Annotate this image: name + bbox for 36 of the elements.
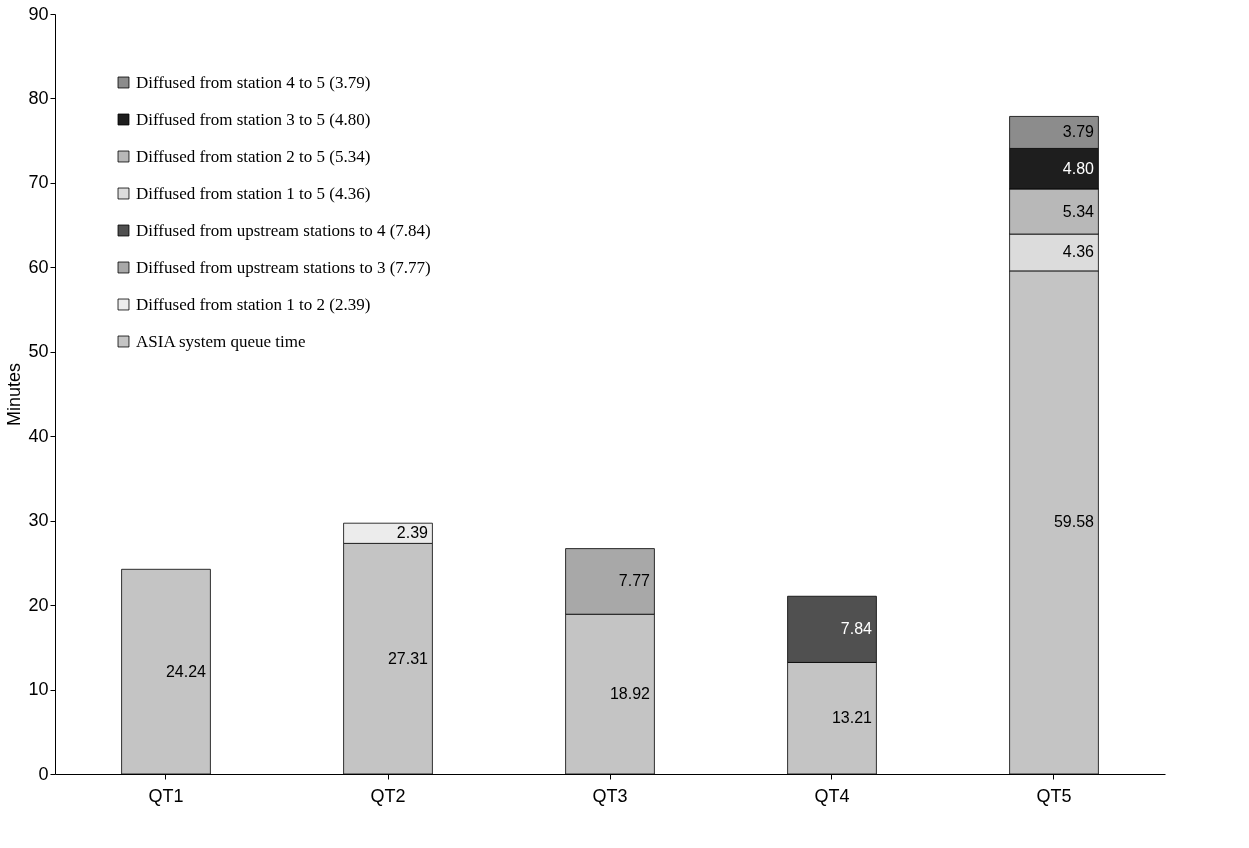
data-label: 7.77 bbox=[618, 572, 651, 590]
legend-label: ASIA system queue time bbox=[136, 331, 306, 351]
data-label: 4.36 bbox=[1062, 243, 1095, 261]
y-tick-label: 0 bbox=[38, 763, 49, 784]
y-tick-label: 50 bbox=[28, 341, 49, 362]
legend-label: Diffused from station 3 to 5 (4.80) bbox=[136, 109, 371, 129]
data-label: 13.21 bbox=[831, 709, 873, 727]
y-tick-label: 30 bbox=[28, 510, 49, 531]
x-tick-label: QT1 bbox=[148, 785, 184, 806]
y-axis-title: Minutes bbox=[4, 362, 25, 427]
legend-label: Diffused from station 2 to 5 (5.34) bbox=[136, 146, 371, 166]
y-tick-label: 80 bbox=[28, 87, 49, 108]
legend-label: Diffused from upstream stations to 4 (7.84) bbox=[136, 220, 431, 240]
y-tick-label: 60 bbox=[28, 256, 49, 277]
legend-label: Diffused from station 1 to 2 (2.39) bbox=[136, 294, 371, 314]
y-tick-label: 40 bbox=[28, 425, 49, 446]
data-label: 2.39 bbox=[396, 524, 429, 542]
data-label: 5.34 bbox=[1062, 202, 1095, 220]
data-label: 27.31 bbox=[387, 649, 429, 667]
y-tick-label: 70 bbox=[28, 172, 49, 193]
y-tick-label: 90 bbox=[28, 3, 49, 24]
x-tick-label: QT4 bbox=[814, 785, 850, 806]
data-label: 24.24 bbox=[165, 662, 207, 680]
legend-label: Diffused from station 4 to 5 (3.79) bbox=[136, 72, 371, 92]
data-label: 7.84 bbox=[840, 620, 873, 638]
x-tick-label: QT5 bbox=[1036, 785, 1072, 806]
y-tick-label: 20 bbox=[28, 594, 49, 615]
data-label: 4.80 bbox=[1062, 159, 1095, 177]
legend-label: Diffused from station 1 to 5 (4.36) bbox=[136, 183, 371, 203]
x-tick-label: QT2 bbox=[370, 785, 406, 806]
data-label: 59.58 bbox=[1053, 513, 1095, 531]
data-label: 3.79 bbox=[1062, 123, 1095, 141]
y-tick-label: 10 bbox=[28, 679, 49, 700]
data-label: 18.92 bbox=[609, 685, 651, 703]
x-tick-label: QT3 bbox=[592, 785, 628, 806]
legend-label: Diffused from upstream stations to 3 (7.77) bbox=[136, 257, 431, 277]
